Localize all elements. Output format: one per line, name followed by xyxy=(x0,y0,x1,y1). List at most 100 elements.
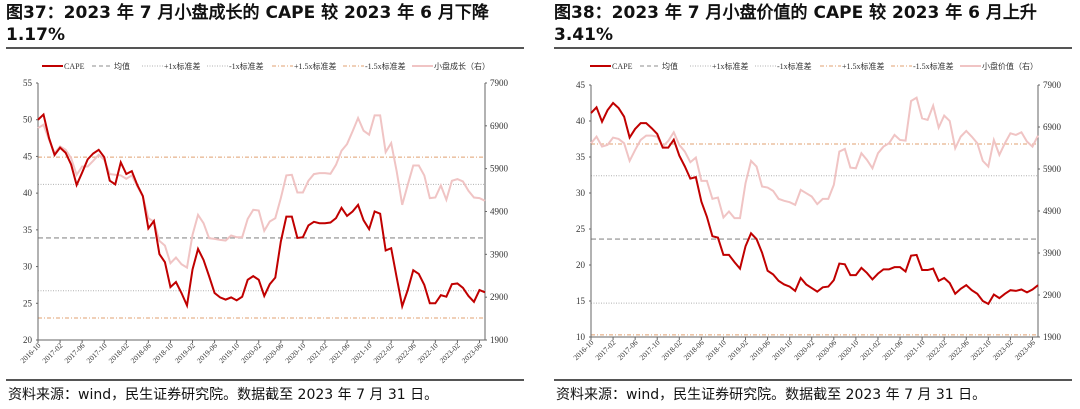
title-divider xyxy=(6,47,524,49)
title-divider xyxy=(554,47,1072,49)
x-tick-label: 2017-06 xyxy=(63,341,87,365)
source-divider xyxy=(554,379,1072,381)
legend-label: 均值 xyxy=(662,61,678,71)
source-divider xyxy=(6,379,524,381)
y-tick-label: 35 xyxy=(23,225,33,235)
series-line-cape xyxy=(37,112,486,311)
legend-label: -1x标准差 xyxy=(229,61,264,71)
x-tick-label: 2018-06 xyxy=(682,338,706,362)
x-tick-label: 2021-10 xyxy=(902,338,926,362)
legend-label: -1.5x标准差 xyxy=(913,61,954,71)
legend-label: CAPE xyxy=(612,62,633,71)
y2-tick-label: 5900 xyxy=(490,164,509,174)
x-tick-label: 2021-02 xyxy=(305,341,329,365)
y-tick-label: 30 xyxy=(23,262,33,272)
x-tick-label: 2023-06 xyxy=(1013,338,1037,362)
x-tick-label: 2020-10 xyxy=(836,338,860,362)
x-tick-label: 2023-02 xyxy=(991,338,1015,362)
y2-tick-label: 6900 xyxy=(490,121,509,131)
x-tick-label: 2021-06 xyxy=(880,338,904,362)
x-tick-label: 2019-02 xyxy=(173,341,197,365)
x-tick-label: 2022-06 xyxy=(394,341,418,365)
series-line-cape xyxy=(590,101,1039,306)
legend-label: -1x标准差 xyxy=(777,61,812,71)
legend-label: -1.5x标准差 xyxy=(365,61,406,71)
x-tick-label: 2022-02 xyxy=(925,338,949,362)
series-line-right xyxy=(590,96,1039,220)
legend-label: +1.5x标准差 xyxy=(294,61,337,71)
y2-tick-label: 2900 xyxy=(1043,290,1062,300)
y-tick-label: 45 xyxy=(23,151,33,161)
y-tick-label: 40 xyxy=(23,188,33,198)
x-tick-label: 2017-06 xyxy=(616,338,640,362)
x-tick-label: 2020-02 xyxy=(239,341,263,365)
y2-tick-label: 7900 xyxy=(490,78,509,88)
y2-tick-label: 4900 xyxy=(490,207,509,217)
x-tick-label: 2018-10 xyxy=(704,338,728,362)
x-tick-label: 2017-02 xyxy=(40,341,64,365)
series-line-right xyxy=(37,114,486,270)
y2-tick-label: 2900 xyxy=(490,292,509,302)
chart-panel-38: 图38：2023 年 7 月小盘价值的 CAPE 较 2023 年 6 月上升 … xyxy=(548,0,1078,409)
y2-tick-label: 4900 xyxy=(1043,206,1062,216)
x-tick-label: 2023-06 xyxy=(460,341,484,365)
x-tick-label: 2020-06 xyxy=(814,338,838,362)
x-tick-label: 2022-06 xyxy=(947,338,971,362)
x-tick-label: 2019-06 xyxy=(748,338,772,362)
x-tick-label: 2020-10 xyxy=(283,341,307,365)
y-tick-label: 20 xyxy=(576,260,586,270)
y-tick-label: 20 xyxy=(23,335,33,345)
x-tick-label: 2018-10 xyxy=(151,341,175,365)
legend-label: +1.5x标准差 xyxy=(842,61,885,71)
chart-panel-37: 图37：2023 年 7 月小盘成长的 CAPE 较 2023 年 6 月下降 … xyxy=(0,0,530,409)
x-tick-label: 2021-10 xyxy=(349,341,373,365)
x-tick-label: 2017-02 xyxy=(593,338,617,362)
legend-label: 小盘价值（右） xyxy=(982,61,1038,71)
x-tick-label: 2023-02 xyxy=(438,341,462,365)
x-tick-label: 2018-02 xyxy=(660,338,684,362)
legend-label: CAPE xyxy=(64,62,85,71)
x-tick-label: 2021-06 xyxy=(327,341,351,365)
legend-label: 均值 xyxy=(114,61,130,71)
y2-tick-label: 3900 xyxy=(1043,248,1062,258)
x-tick-label: 2019-10 xyxy=(770,338,794,362)
y2-tick-label: 1900 xyxy=(490,335,509,345)
source-note: 资料来源：wind，民生证券研究院。数据截至 2023 年 7 月 31 日。 xyxy=(8,387,439,403)
x-tick-label: 2022-02 xyxy=(372,341,396,365)
y2-tick-label: 5900 xyxy=(1043,164,1062,174)
y2-tick-label: 3900 xyxy=(490,249,509,259)
x-tick-label: 2019-02 xyxy=(726,338,750,362)
y-tick-label: 35 xyxy=(576,152,586,162)
chart-37: CAPE 均值 +1x标准差 -1x标准差 +1.5x标准差 -1.5x标准差 小盘成长（右… xyxy=(18,61,509,365)
y-tick-label: 10 xyxy=(576,332,586,342)
x-tick-label: 2018-02 xyxy=(107,341,131,365)
y-tick-label: 45 xyxy=(576,80,586,90)
x-tick-label: 2019-06 xyxy=(195,341,219,365)
x-tick-label: 2017-10 xyxy=(638,338,662,362)
x-tick-label: 2017-10 xyxy=(85,341,109,365)
source-note: 资料来源：wind，民生证券研究院。数据截至 2023 年 7 月 31 日。 xyxy=(556,387,987,403)
y-tick-label: 30 xyxy=(576,188,586,198)
x-tick-label: 2022-10 xyxy=(969,338,993,362)
y-tick-label: 15 xyxy=(576,296,586,306)
x-tick-label: 2021-02 xyxy=(858,338,882,362)
y-tick-label: 40 xyxy=(576,116,586,126)
legend-label: 小盘成长（右） xyxy=(434,61,490,71)
chart-38: CAPE 均值 +1x标准差 -1x标准差 +1.5x标准差 -1.5x标准差 小盘价值（右… xyxy=(571,61,1062,362)
y-tick-label: 55 xyxy=(23,78,33,88)
x-tick-label: 2022-10 xyxy=(416,341,440,365)
y-tick-label: 25 xyxy=(576,224,586,234)
legend-label: +1x标准差 xyxy=(712,61,749,71)
y-tick-label: 25 xyxy=(23,298,33,308)
y2-tick-label: 6900 xyxy=(1043,122,1062,132)
chart-title: 图37：2023 年 7 月小盘成长的 CAPE 较 2023 年 6 月下降 … xyxy=(6,3,489,45)
x-tick-label: 2020-06 xyxy=(261,341,285,365)
x-tick-label: 2018-06 xyxy=(129,341,153,365)
chart-title: 图38：2023 年 7 月小盘价值的 CAPE 较 2023 年 6 月上升 … xyxy=(554,3,1037,45)
x-tick-label: 2019-10 xyxy=(217,341,241,365)
legend-label: +1x标准差 xyxy=(164,61,201,71)
y2-tick-label: 7900 xyxy=(1043,80,1062,90)
y-tick-label: 50 xyxy=(23,115,33,125)
x-tick-label: 2020-02 xyxy=(792,338,816,362)
y2-tick-label: 1900 xyxy=(1043,332,1062,342)
